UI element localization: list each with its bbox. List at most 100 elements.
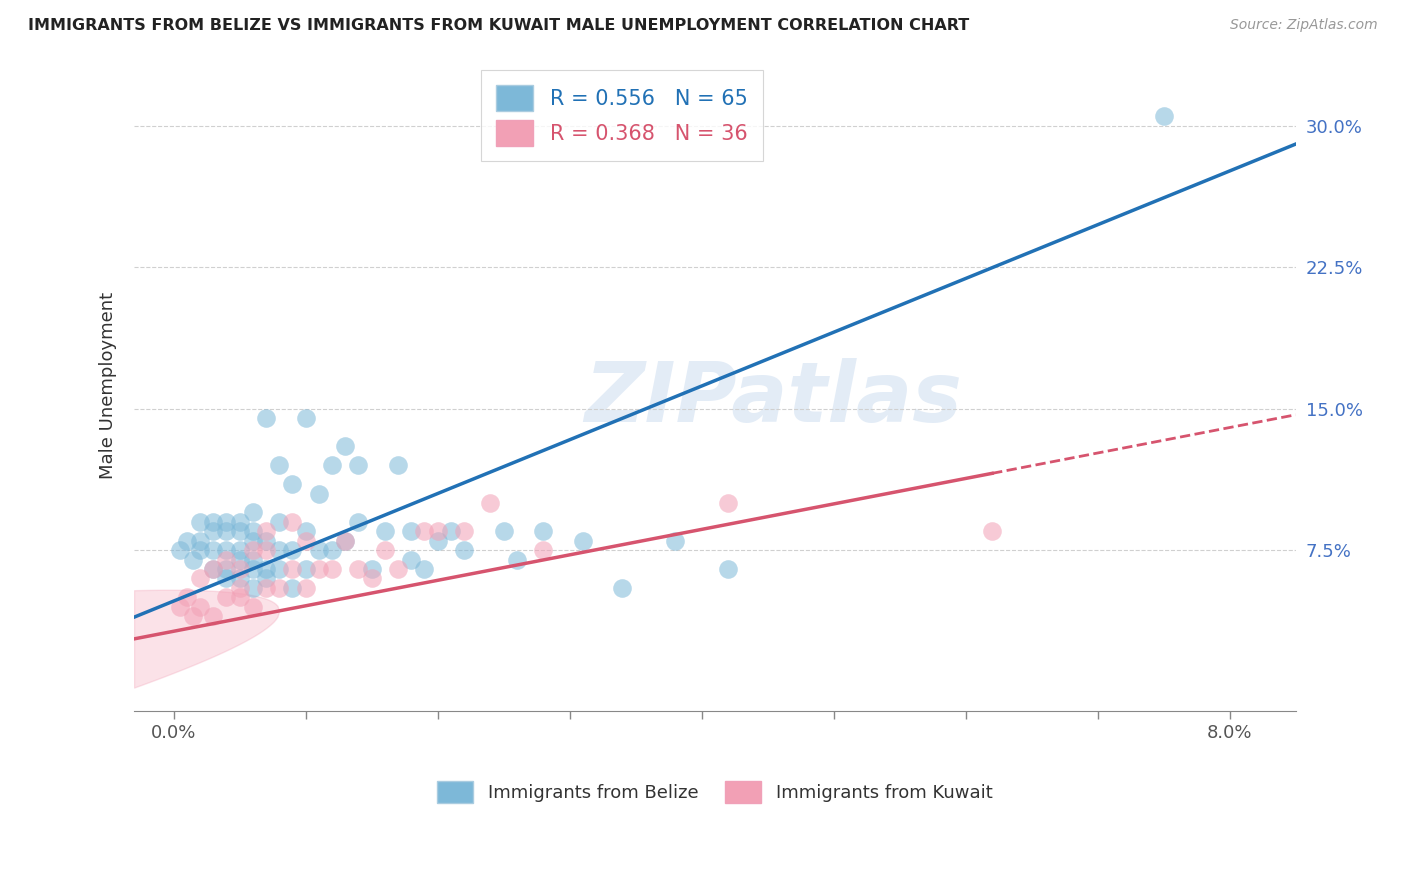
Point — [479, 496, 502, 510]
Point — [215, 552, 238, 566]
Point — [335, 533, 357, 548]
Point — [294, 581, 316, 595]
Point — [453, 524, 475, 539]
Point — [612, 581, 634, 595]
Point — [202, 562, 225, 576]
Point — [215, 571, 238, 585]
Point — [281, 515, 304, 529]
Point — [202, 515, 225, 529]
Point — [242, 533, 264, 548]
Point — [228, 515, 250, 529]
Point — [321, 458, 343, 473]
Point — [183, 552, 205, 566]
Point — [228, 591, 250, 605]
Point — [281, 543, 304, 558]
Legend: Immigrants from Belize, Immigrants from Kuwait: Immigrants from Belize, Immigrants from … — [427, 772, 1001, 812]
Point — [169, 599, 191, 614]
Point — [228, 543, 250, 558]
Point — [242, 599, 264, 614]
Point — [228, 571, 250, 585]
Point — [215, 515, 238, 529]
Point — [269, 515, 291, 529]
Point — [269, 581, 291, 595]
Point — [254, 581, 277, 595]
Point — [981, 524, 1004, 539]
Point — [413, 562, 436, 576]
Point — [228, 552, 250, 566]
Point — [413, 524, 436, 539]
Point — [335, 533, 357, 548]
Point — [188, 543, 211, 558]
Point — [387, 458, 409, 473]
Point — [242, 552, 264, 566]
Point — [347, 515, 370, 529]
Text: Source: ZipAtlas.com: Source: ZipAtlas.com — [1230, 18, 1378, 32]
Text: ZIPatlas: ZIPatlas — [583, 358, 962, 439]
Point — [1153, 109, 1175, 123]
Point — [228, 581, 250, 595]
Point — [202, 562, 225, 576]
Point — [347, 458, 370, 473]
Point — [242, 581, 264, 595]
Point — [269, 458, 291, 473]
Point — [453, 543, 475, 558]
Point — [269, 543, 291, 558]
Point — [169, 543, 191, 558]
Point — [281, 477, 304, 491]
Point — [440, 524, 463, 539]
Point — [228, 524, 250, 539]
Point — [176, 591, 198, 605]
Point — [215, 562, 238, 576]
Point — [215, 543, 238, 558]
Point — [202, 543, 225, 558]
Point — [242, 543, 264, 558]
Point — [254, 524, 277, 539]
Point — [188, 571, 211, 585]
Point — [374, 524, 396, 539]
Point — [281, 562, 304, 576]
Point — [717, 562, 740, 576]
Point — [572, 533, 595, 548]
Point — [215, 591, 238, 605]
Point — [188, 515, 211, 529]
Point — [254, 571, 277, 585]
Point — [308, 562, 330, 576]
Point — [426, 533, 449, 548]
Point — [294, 411, 316, 425]
Point — [254, 533, 277, 548]
Y-axis label: Male Unemployment: Male Unemployment — [100, 292, 117, 479]
Point — [188, 533, 211, 548]
Point — [335, 439, 357, 453]
Point — [254, 411, 277, 425]
Point — [531, 524, 554, 539]
Point — [188, 599, 211, 614]
Point — [294, 524, 316, 539]
Point — [506, 552, 529, 566]
Point — [202, 609, 225, 624]
Point — [242, 562, 264, 576]
Point — [254, 543, 277, 558]
Point — [531, 543, 554, 558]
Point — [717, 496, 740, 510]
Point — [360, 571, 382, 585]
Point — [360, 562, 382, 576]
Point — [387, 562, 409, 576]
Point — [228, 562, 250, 576]
Point — [269, 562, 291, 576]
Point — [183, 609, 205, 624]
Point — [176, 533, 198, 548]
Point — [374, 543, 396, 558]
Point — [426, 524, 449, 539]
Text: IMMIGRANTS FROM BELIZE VS IMMIGRANTS FROM KUWAIT MALE UNEMPLOYMENT CORRELATION C: IMMIGRANTS FROM BELIZE VS IMMIGRANTS FRO… — [28, 18, 969, 33]
Point — [294, 533, 316, 548]
Point — [347, 562, 370, 576]
Point — [294, 562, 316, 576]
Point — [281, 581, 304, 595]
Point — [242, 505, 264, 519]
Point — [321, 543, 343, 558]
Point — [321, 562, 343, 576]
Point — [202, 524, 225, 539]
Point — [401, 552, 423, 566]
Point — [492, 524, 515, 539]
Point — [308, 486, 330, 500]
